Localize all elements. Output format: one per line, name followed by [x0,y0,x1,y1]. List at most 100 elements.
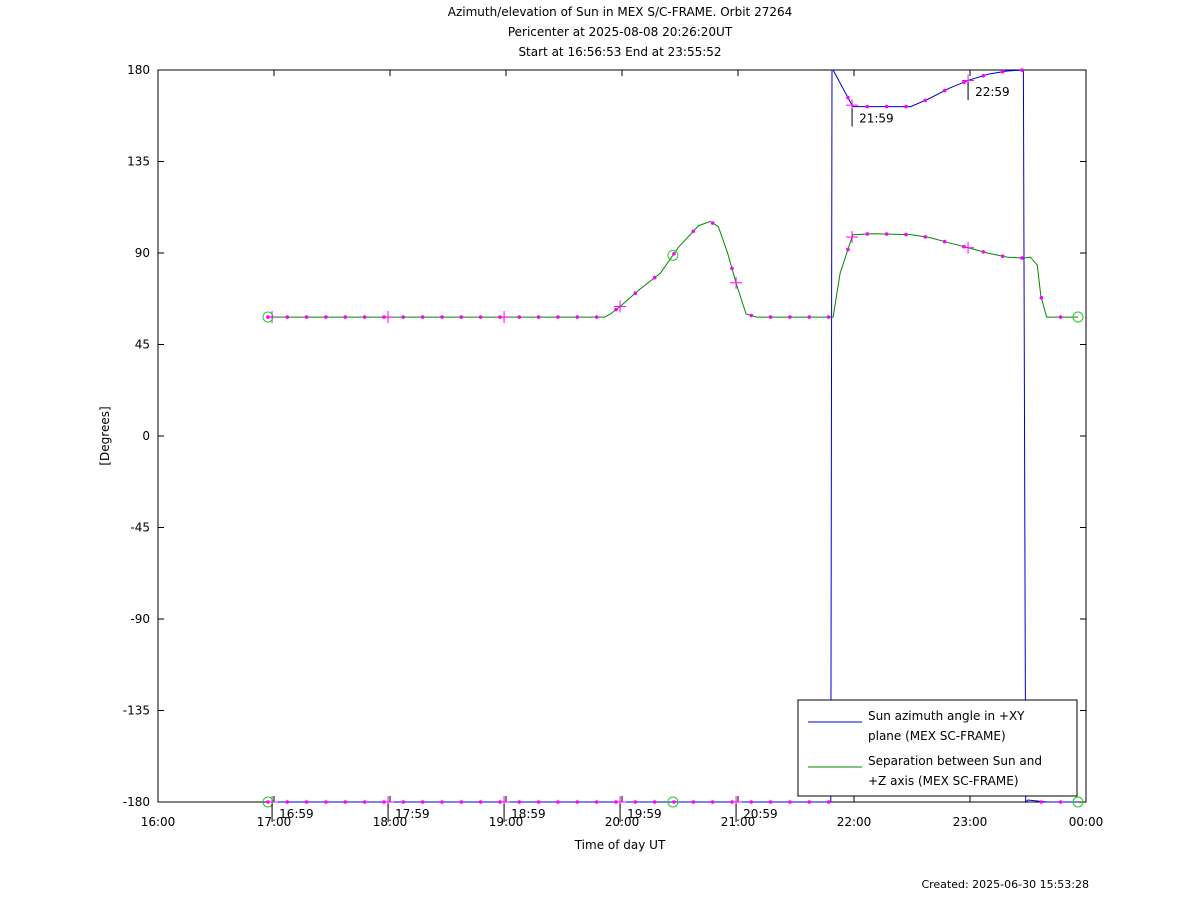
legend-label-azimuth-2: plane (MEX SC-FRAME) [868,729,1006,743]
data-point [826,315,831,319]
data-point [633,291,638,295]
endpoint-circle [1072,796,1084,808]
annotation-label: 18:59 [511,807,546,821]
x-tick-label: 23:00 [953,815,988,829]
data-point [768,315,773,319]
data-point [556,800,560,804]
data-point [1000,254,1005,258]
data-point [749,313,754,318]
annotation-label: 21:59 [859,112,894,126]
x-tick-label: 22:00 [837,815,872,829]
endpoint-circle [1072,311,1084,323]
chart-title-line1: Azimuth/elevation of Sun in MEX S/C-FRAM… [447,5,793,19]
data-point [1020,68,1024,72]
data-point [440,315,444,319]
pericenter-circle [667,796,679,808]
data-point [420,800,425,804]
x-tick-label: 21:00 [721,815,756,829]
data-point [304,800,309,804]
legend: Sun azimuth angle in +XY plane (MEX SC-F… [797,699,1078,797]
x-tick-label: 16:00 [141,815,176,829]
data-point [981,250,986,254]
annotation-label: 20:59 [743,807,778,821]
data-point [362,800,367,804]
data-point [652,275,657,280]
data-point [672,800,676,804]
data-point [788,800,792,804]
data-point [807,800,812,804]
data-point [962,80,966,84]
data-point [285,800,290,804]
data-point [846,247,850,252]
data-point [923,98,928,103]
data-point [343,315,348,319]
x-tick-label: 19:00 [489,815,524,829]
legend-label-separation-1: Separation between Sun and [868,754,1042,768]
x-tick-label: 00:00 [1069,815,1104,829]
data-point [1039,800,1044,804]
data-point [691,800,696,804]
data-point [942,239,947,244]
endpoint-circle [262,796,274,808]
axis-ticks: 16:00 17:00 18:00 19:00 20:00 21:00 22:00 23:00… [123,63,1104,829]
data-point [1058,315,1063,319]
plot-frame [157,69,1087,803]
data-point [826,800,831,804]
data-point [517,800,522,804]
pericenter-circle [667,249,679,261]
legend-box [797,699,1078,797]
data-point [672,252,676,256]
data-point [710,800,715,804]
y-axis-label: [Degrees] [98,406,112,465]
annotation-label: 16:59 [279,807,314,821]
data-point [884,104,889,109]
data-point [459,315,464,319]
data-point [807,315,812,319]
chart-title-line2: Pericenter at 2025-08-08 20:26:20UT [507,25,733,39]
data-point [1039,295,1044,300]
data-point [768,800,773,804]
data-point [536,800,541,804]
y-tick-label: 90 [135,246,150,260]
x-tick-label: 20:00 [605,815,640,829]
data-point [710,221,715,225]
data-point [556,315,560,319]
data-point [478,315,483,319]
series-group [268,69,1078,804]
data-point [614,307,618,312]
created-timestamp: Created: 2025-06-30 15:53:28 [921,878,1089,891]
data-point [1020,256,1024,260]
y-tick-label: 0 [142,429,150,443]
data-point [304,315,309,319]
y-tick-label: -180 [123,795,150,809]
legend-label-separation-2: +Z axis (MEX SC-FRAME) [868,774,1019,788]
data-point [362,315,367,319]
legend-label-azimuth-1: Sun azimuth angle in +XY [868,709,1025,723]
marker-group [262,68,1084,808]
series-line-azimuth [268,69,1078,804]
data-point [788,315,792,319]
data-point [923,235,928,239]
data-point [324,800,328,804]
data-point [575,800,580,804]
data-point [652,800,657,804]
data-point [324,315,328,319]
data-point [633,800,638,804]
data-point [884,232,889,236]
data-point [420,315,425,319]
x-tick-label: 17:00 [257,815,292,829]
data-point [594,800,599,804]
y-tick-label: -45 [130,521,150,535]
y-tick-label: 180 [127,63,150,77]
data-point [691,229,696,234]
annotation-label: 19:59 [627,807,662,821]
time-annotations: 16:59 17:59 18:59 19:59 20:59 21:59 22:59 [271,82,1010,822]
y-tick-label: -90 [130,612,150,626]
data-point [904,232,908,237]
data-point [865,104,870,109]
y-tick-label: 45 [135,338,150,352]
data-point [401,315,406,319]
data-point [343,800,348,804]
data-point [942,88,947,93]
